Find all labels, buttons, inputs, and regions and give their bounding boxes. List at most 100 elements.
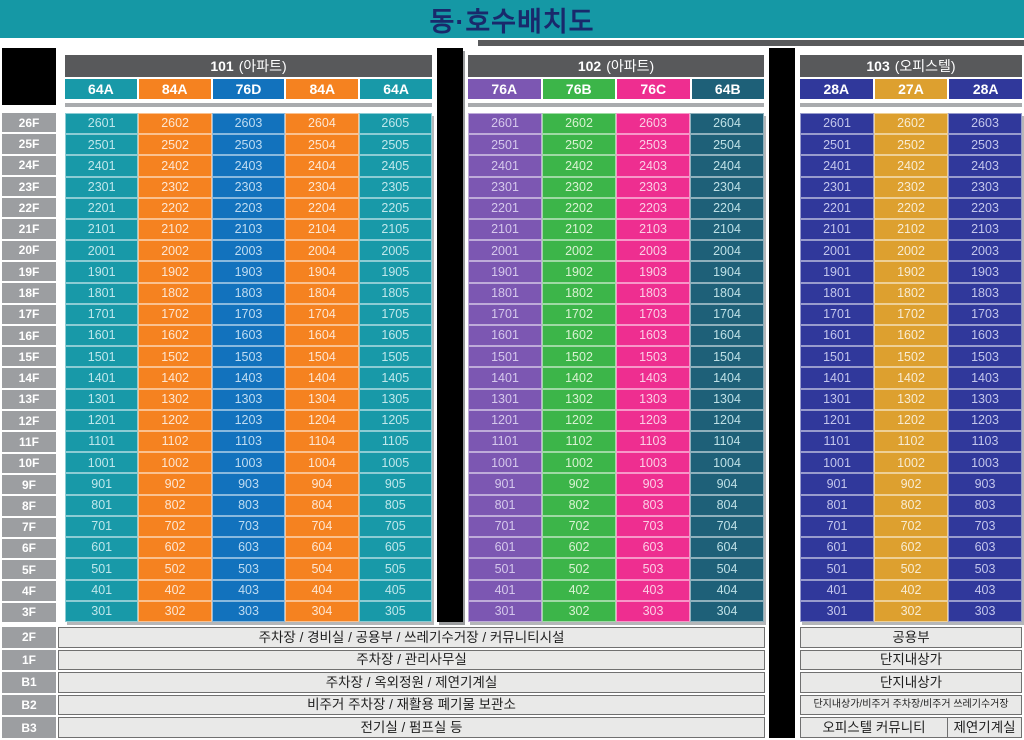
building-type: (오피스텔) — [894, 58, 956, 74]
unit-cell: 2305 — [358, 176, 432, 198]
unit-type-header: 64B — [691, 79, 764, 99]
unit-cell: 2102 — [138, 219, 212, 241]
building-type: (아파트) — [606, 58, 655, 74]
unit-cell: 2402 — [542, 155, 616, 177]
unit-cell: 2103 — [616, 219, 690, 241]
floor-label: 20F — [2, 240, 56, 261]
unit-cell: 1503 — [616, 346, 690, 368]
unit-cell: 1704 — [690, 303, 764, 326]
unit-cell: 1501 — [65, 346, 139, 368]
unit-cell: 804 — [285, 494, 359, 516]
unit-cell: 1303 — [948, 388, 1022, 410]
unit-cell: 703 — [211, 515, 286, 538]
unit-cell: 705 — [358, 515, 432, 538]
unit-cell: 2202 — [874, 197, 948, 220]
unit-cell: 2003 — [211, 240, 286, 262]
unit-cell: 605 — [358, 537, 432, 559]
unit-cell: 1902 — [138, 261, 212, 283]
page-title: 동·호수배치도 — [429, 6, 595, 37]
unit-cell: 1104 — [690, 431, 764, 453]
unit-cell: 1405 — [358, 367, 432, 389]
unit-cell: 2603 — [211, 113, 286, 135]
unit-cell: 2002 — [138, 240, 212, 262]
building-103-unit-type-headers: 28A 27A 28A — [800, 79, 1022, 99]
unit-cell: 1805 — [358, 282, 432, 304]
unit-cell: 2504 — [690, 134, 764, 156]
unit-cell: 2501 — [800, 134, 874, 156]
unit-cell: 1803 — [616, 282, 690, 304]
unit-cell: 2202 — [138, 197, 212, 220]
unit-cell: 402 — [542, 579, 616, 601]
unit-cell: 1802 — [138, 282, 212, 304]
floor-label: 25F — [2, 134, 56, 154]
unit-cell: 301 — [468, 600, 542, 622]
unit-cell: 1401 — [800, 367, 874, 389]
unit-cell: 1202 — [874, 409, 948, 432]
unit-cell: 2005 — [358, 240, 432, 262]
unit-cell: 2503 — [211, 134, 286, 156]
unit-cell: 2002 — [874, 240, 948, 262]
unit-cell: 1601 — [468, 325, 542, 347]
unit-cell: 2602 — [874, 113, 948, 135]
facility-row: 단지내상가 — [800, 672, 1022, 693]
unit-cell: 1705 — [358, 303, 432, 326]
unit-cell: 702 — [138, 515, 212, 538]
floor-label: 8F — [2, 496, 56, 516]
unit-cell: 2301 — [65, 176, 139, 198]
unit-cell: 504 — [690, 558, 764, 580]
unit-cell: 2403 — [948, 155, 1022, 177]
unit-cell: 403 — [616, 579, 690, 601]
unit-cell: 404 — [285, 579, 359, 601]
building-101-unit-grid: 2601 2602 2603 2604 2605 2501 2502 2503 2504 2505… — [65, 113, 432, 622]
building-103-name-bar: 103 (오피스텔) — [800, 55, 1022, 77]
unit-cell: 1103 — [211, 431, 286, 453]
unit-cell: 1003 — [948, 452, 1022, 474]
unit-cell: 2304 — [285, 176, 359, 198]
unit-cell: 1105 — [358, 431, 432, 453]
floor-label: 1F — [2, 649, 56, 671]
unit-cell: 401 — [65, 579, 139, 601]
unit-cell: 1502 — [542, 346, 616, 368]
unit-cell: 2103 — [948, 219, 1022, 241]
unit-cell: 801 — [800, 494, 874, 516]
unit-cell: 601 — [468, 537, 542, 559]
unit-cell: 1402 — [138, 367, 212, 389]
unit-cell: 2602 — [542, 113, 616, 135]
unit-cell: 2401 — [800, 155, 874, 177]
unit-cell: 2401 — [65, 155, 139, 177]
floor-label: 3F — [2, 602, 56, 622]
building-type: (아파트) — [238, 58, 287, 74]
unit-type-header: 84A — [138, 79, 211, 99]
unit-cell: 603 — [616, 537, 690, 559]
unit-cell: 301 — [800, 600, 874, 622]
unit-cell: 402 — [138, 579, 212, 601]
unit-cell: 1001 — [800, 452, 874, 474]
unit-cell: 2102 — [874, 219, 948, 241]
unit-cell: 501 — [65, 558, 139, 580]
unit-cell: 2502 — [138, 134, 212, 156]
unit-cell: 503 — [616, 558, 690, 580]
floor-label: B1 — [2, 672, 56, 693]
unit-cell: 2602 — [138, 113, 212, 135]
unit-cell: 401 — [800, 579, 874, 601]
unit-cell: 2404 — [690, 155, 764, 177]
unit-cell: 2504 — [285, 134, 359, 156]
unit-cell: 1504 — [690, 346, 764, 368]
unit-cell: 1801 — [65, 282, 139, 304]
unit-cell: 1304 — [690, 388, 764, 410]
unit-cell: 1604 — [285, 325, 359, 347]
unit-cell: 902 — [542, 473, 616, 495]
unit-cell: 1702 — [542, 303, 616, 326]
unit-cell: 2103 — [211, 219, 286, 241]
unit-cell: 1102 — [542, 431, 616, 453]
unit-cell: 1203 — [616, 409, 690, 432]
floor-label: 6F — [2, 538, 56, 559]
unit-cell: 1502 — [138, 346, 212, 368]
floor-label: 24F — [2, 155, 56, 175]
unit-cell: 1402 — [874, 367, 948, 389]
unit-cell: 2402 — [138, 155, 212, 177]
unit-cell: 1602 — [138, 325, 212, 347]
unit-cell: 701 — [800, 515, 874, 538]
facility-row: 주차장 / 옥외정원 / 제연기계실 — [58, 672, 765, 693]
unit-cell: 1205 — [358, 409, 432, 432]
